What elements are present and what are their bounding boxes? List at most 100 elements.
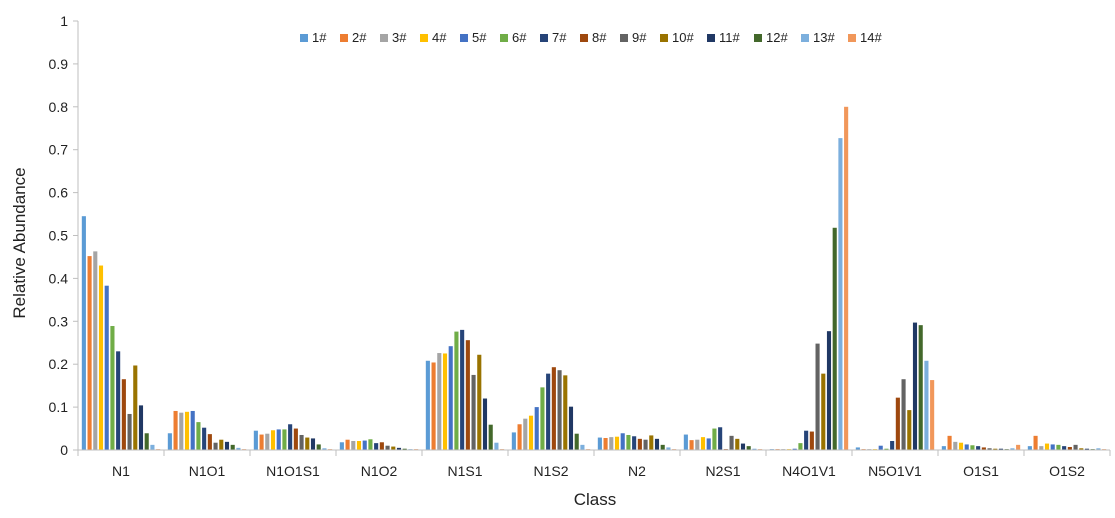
bar: [981, 447, 986, 450]
legend-label: 5#: [472, 30, 487, 45]
bar: [471, 374, 476, 450]
bar: [196, 422, 201, 450]
legend-label: 3#: [392, 30, 407, 45]
x-tick-label: N4O1V1: [782, 463, 836, 479]
y-tick-label: 1: [60, 13, 68, 29]
legend-swatch: [300, 34, 308, 42]
x-tick-label: O1S2: [1049, 463, 1085, 479]
x-tick-label: N2: [628, 463, 646, 479]
bar: [884, 448, 889, 450]
x-axis: N1 N1O1 N1O1S1 N1O2 N1S1 N1S2 N2 N2S1 N4O1V1 N5O1…: [77, 449, 1111, 479]
y-tick-label: 0: [60, 442, 68, 458]
bar: [643, 439, 648, 450]
x-tick-label: N1O1: [189, 463, 226, 479]
bar: [179, 412, 184, 450]
bar: [729, 435, 734, 450]
bar: [695, 439, 700, 450]
bar: [626, 434, 631, 450]
bar: [1044, 443, 1050, 450]
legend-label: 13#: [813, 30, 835, 45]
legend-swatch: [801, 34, 809, 42]
bar: [98, 265, 104, 450]
bar: [1016, 444, 1021, 450]
bar: [878, 445, 883, 450]
bar: [1084, 448, 1090, 450]
bar: [666, 447, 671, 450]
y-tick-label: 0.7: [49, 142, 69, 158]
x-tick-label: N5O1V1: [868, 463, 922, 479]
bar: [385, 445, 390, 450]
bar: [270, 430, 276, 450]
bar: [930, 380, 935, 450]
y-tick-label: 0.9: [49, 56, 69, 72]
bar: [477, 354, 482, 450]
bar: [912, 322, 918, 450]
bar: [821, 373, 826, 450]
bar: [1010, 448, 1015, 450]
x-tick-label: N2S1: [705, 463, 740, 479]
bar: [316, 444, 321, 450]
bar: [396, 447, 402, 450]
bar: [609, 437, 614, 450]
bar: [1096, 448, 1101, 450]
bar: [299, 434, 304, 450]
bar: [568, 406, 574, 450]
bar: [431, 362, 436, 450]
legend-swatch: [380, 34, 388, 42]
bar: [116, 351, 121, 450]
bar: [144, 433, 149, 450]
bar: [907, 410, 912, 450]
bar: [230, 444, 235, 450]
bar: [150, 444, 155, 450]
bar: [368, 439, 373, 450]
bar: [322, 448, 327, 450]
bar: [93, 251, 98, 450]
legend: 1# 2# 3# 4# 5# 6# 7# 8# 9# 10# 11# 12# 13# 14#: [300, 30, 882, 45]
bar: [488, 424, 493, 450]
legend-label: 14#: [860, 30, 882, 45]
bar: [534, 407, 539, 450]
bar: [213, 442, 218, 450]
bar: [998, 448, 1004, 450]
y-axis: 0 0.1 0.2 0.3 0.4 0.5 0.6 0.7 0.8 0.9 1: [49, 13, 79, 458]
x-tick-label: N1S2: [533, 463, 568, 479]
bar: [482, 398, 488, 450]
bar: [632, 436, 637, 450]
bar: [276, 429, 281, 450]
bar: [1033, 435, 1038, 450]
bar: [614, 436, 620, 450]
bar: [964, 444, 969, 450]
bar: [809, 431, 814, 450]
bar: [1067, 446, 1072, 450]
bar: [1062, 446, 1067, 450]
bar: [597, 437, 602, 450]
bar: [1027, 446, 1032, 450]
bar: [855, 447, 860, 450]
bar: [890, 440, 895, 450]
bar: [901, 379, 906, 450]
bar: [437, 353, 442, 450]
bar: [574, 433, 579, 450]
legend-swatch: [620, 34, 628, 42]
bar: [654, 438, 660, 450]
bar: [448, 346, 453, 450]
bar: [1050, 444, 1055, 450]
bar: [339, 442, 344, 450]
bar: [832, 227, 837, 450]
bar: [918, 325, 923, 450]
bar: [798, 443, 803, 450]
bar: [138, 405, 144, 450]
bar: [563, 375, 568, 450]
legend-swatch: [500, 34, 508, 42]
bar: [391, 446, 396, 450]
y-tick-label: 0.3: [49, 313, 69, 329]
bar: [683, 434, 688, 450]
bar: [253, 430, 258, 450]
legend-label: 10#: [672, 30, 694, 45]
bar: [288, 424, 293, 450]
bar: [1056, 444, 1061, 450]
x-tick-label: N1: [112, 463, 130, 479]
bar: [740, 443, 746, 450]
bar: [173, 410, 178, 450]
y-tick-label: 0.5: [49, 228, 69, 244]
